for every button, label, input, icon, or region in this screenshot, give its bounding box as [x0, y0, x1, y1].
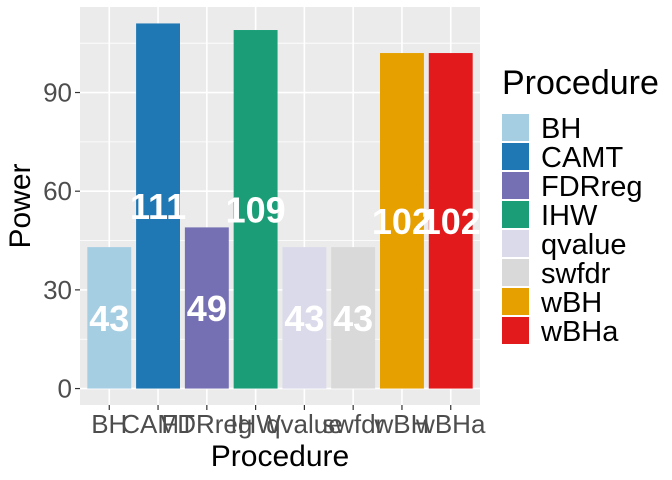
- bar-value-label: 109: [226, 189, 286, 230]
- legend-entry-label: swfdr: [541, 258, 611, 290]
- x-tick-label: wBH: [373, 409, 429, 439]
- x-tick-label: CAMT: [121, 409, 195, 439]
- legend-entry-label: IHW: [541, 200, 598, 232]
- bar-value-label: 111: [130, 186, 186, 227]
- bar-wbh: [380, 53, 424, 389]
- legend-swatch: [502, 317, 529, 344]
- legend-swatch: [502, 201, 529, 228]
- legend-swatch: [502, 114, 529, 141]
- bars: [87, 23, 473, 389]
- x-axis-title: Procedure: [211, 440, 349, 473]
- legend: Procedure BHCAMTFDRregIHWqvalueswfdrwBHw…: [502, 64, 659, 348]
- y-axis-title: Power: [4, 163, 37, 248]
- bar-bh: [87, 247, 132, 389]
- legend-swatch: [502, 172, 529, 199]
- legend-entry-label: wBH: [540, 287, 602, 319]
- y-axis: 0 30 60 90: [43, 78, 80, 404]
- legend-swatch: [502, 230, 529, 257]
- bar-camt: [136, 23, 180, 389]
- legend-swatch: [502, 288, 529, 315]
- x-tick-label: FDRreg: [161, 409, 252, 439]
- bar-value-label: 49: [187, 288, 227, 329]
- y-tick-label: 0: [58, 374, 72, 404]
- x-tick-label: BH: [91, 409, 127, 439]
- legend-entry-label: BH: [541, 113, 581, 145]
- y-tick-label: 60: [43, 176, 72, 206]
- y-tick-label: 90: [43, 78, 72, 108]
- legend-entry-label: wBHa: [540, 316, 619, 348]
- legend-entry-label: FDRreg: [541, 171, 643, 203]
- x-tick-label: wBHa: [415, 409, 486, 439]
- bar-wbha: [428, 53, 473, 389]
- legend-entry-label: CAMT: [541, 142, 623, 174]
- bar-fdrreg: [184, 227, 229, 389]
- legend-entry-label: qvalue: [541, 229, 626, 261]
- bar-value-label: 43: [333, 298, 373, 339]
- x-tick-label: swfdr: [322, 409, 384, 439]
- bar-value-label: 102: [372, 201, 432, 242]
- bar-value-label: 102: [421, 201, 481, 242]
- bar-qvalue: [282, 247, 327, 389]
- y-tick-label: 30: [43, 275, 72, 305]
- legend-swatch: [502, 143, 529, 170]
- legend-swatch: [502, 259, 529, 286]
- bar-ihw: [233, 30, 278, 389]
- bar-value-label: 43: [284, 298, 324, 339]
- legend-title: Procedure: [502, 64, 659, 102]
- x-tick-label: qvalue: [266, 409, 343, 439]
- bar-swfdr: [331, 247, 376, 389]
- bar-value-label: 43: [89, 298, 129, 339]
- x-tick-label: IHW: [230, 409, 281, 439]
